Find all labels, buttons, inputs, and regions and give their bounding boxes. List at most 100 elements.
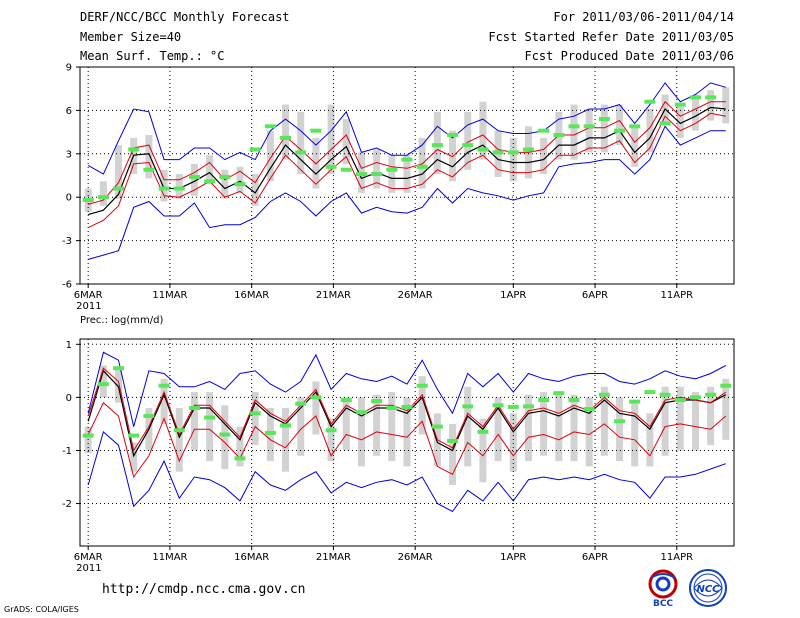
p2-marker-6 [173,428,185,433]
panel2-title: Prec.: log(mm/d) [80,315,163,326]
p1-marker-29 [522,147,534,152]
source-url[interactable]: http://cmdp.ncc.cma.gov.cn [102,582,306,597]
p1-box-39 [676,104,684,138]
p1-box-6 [175,174,183,199]
p1-box-41 [707,90,715,121]
p2-marker-40 [689,395,701,400]
p2-marker-27 [492,403,504,408]
p2-box-26 [479,418,487,483]
p2-marker-38 [659,392,671,397]
p1-xtick-label-0: 6MAR [74,290,103,301]
p1-marker-33 [583,124,595,129]
p2-box-34 [600,386,608,456]
p1-marker-17 [340,167,352,172]
p2-marker-20 [386,406,398,410]
p1-marker-32 [568,124,580,129]
p2-xtick-label-4: 26MAR [398,552,433,563]
p1-marker-40 [689,95,701,100]
p1-box-10 [236,166,244,193]
p2-marker-4 [143,413,155,418]
p1-marker-2 [113,186,125,191]
p1-xtick-label-4: 26MAR [398,290,433,301]
p1-box-21 [403,155,411,193]
p1-box-37 [646,108,654,153]
p2-marker-12 [264,430,276,435]
p1-ytick-label-5: 9 [66,63,72,74]
p2-ytick-label-1: -1 [62,446,72,457]
p1-marker-39 [674,102,686,107]
p1-box-12 [266,130,274,182]
p1-box-25 [464,111,472,170]
p2-box-1 [99,365,107,398]
p2-box-20 [388,392,396,462]
variable-label: Mean Surf. Temp.: °C [80,49,225,63]
p1-box-35 [616,104,624,146]
p1-xtick-label-1: 11MAR [152,290,187,301]
p2-xtick-label-2: 16MAR [234,552,269,563]
p2-marker-41 [705,392,717,397]
forecast-period: For 2011/03/06-2011/04/14 [553,10,734,24]
p2-box-41 [707,386,715,446]
p2-box-19 [373,394,381,456]
p2-ytick-label-2: 0 [66,393,72,404]
p1-marker-10 [234,182,246,187]
p2-box-38 [661,386,669,456]
p2-box-22 [418,376,426,435]
p2-marker-3 [128,433,140,438]
p2-box-36 [631,402,639,467]
p2-box-24 [449,423,457,485]
p1-marker-13 [280,135,292,140]
p1-box-36 [631,126,639,167]
p2-marker-25 [462,404,474,409]
p1-xtick-label-3: 21MAR [316,290,351,301]
bcc-logo-text: BCC [653,599,673,608]
p2-box-27 [494,397,502,462]
p2-marker-11 [249,411,261,416]
p2-marker-18 [355,410,367,415]
grads-credit: GrADS: COLA/IGES [4,605,79,614]
p1-box-13 [282,104,290,160]
p1-box-26 [479,101,487,160]
p2-marker-5 [158,383,170,388]
p1-box-30 [540,137,548,175]
ncc-logo: NCC [689,569,727,607]
p2-marker-29 [522,404,534,409]
p2-marker-19 [371,399,383,404]
p1-ytick-label-4: 6 [66,106,72,117]
p1-marker-5 [158,186,170,191]
p1-xtick-label-5: 1APR [500,290,526,301]
p2-box-28 [509,413,517,472]
p1-series-upper-spread [88,100,726,205]
p1-marker-35 [614,128,626,133]
p2-box-32 [570,394,578,462]
p2-box-30 [540,392,548,456]
p2-marker-1 [97,382,109,387]
p2-ytick-label-3: 1 [66,340,72,351]
produced-date: Fcst Produced Date 2011/03/06 [524,49,734,63]
member-size-label: Member Size=40 [80,30,182,44]
p2-marker-42 [720,383,732,388]
p2-xtick-label-3: 21MAR [316,552,351,563]
p2-frame [79,338,735,547]
refer-date: Fcst Started Refer Date 2011/03/05 [488,30,734,44]
p2-marker-8 [204,415,216,420]
p1-ytick-label-0: -6 [62,280,72,291]
p2-box-17 [342,397,350,451]
p1-box-7 [190,163,198,196]
p2-box-14 [297,397,305,456]
p1-box-23 [433,111,441,175]
p1-marker-21 [401,157,413,162]
p2-marker-0 [82,433,94,438]
p2-xtick-label-6: 6APR [582,552,608,563]
p1-marker-11 [249,147,261,152]
p1-marker-34 [598,117,610,122]
p2-box-37 [646,413,654,467]
p2-marker-24 [447,438,459,443]
p2-marker-37 [644,390,656,395]
p2-xtick-label-0: 6MAR [74,552,103,563]
p2-ytick-label-0: -2 [62,499,72,510]
p2-marker-13 [280,423,292,428]
p1-marker-37 [644,99,656,104]
p2-box-10 [236,426,244,467]
p1-ytick-label-3: 3 [66,149,72,160]
